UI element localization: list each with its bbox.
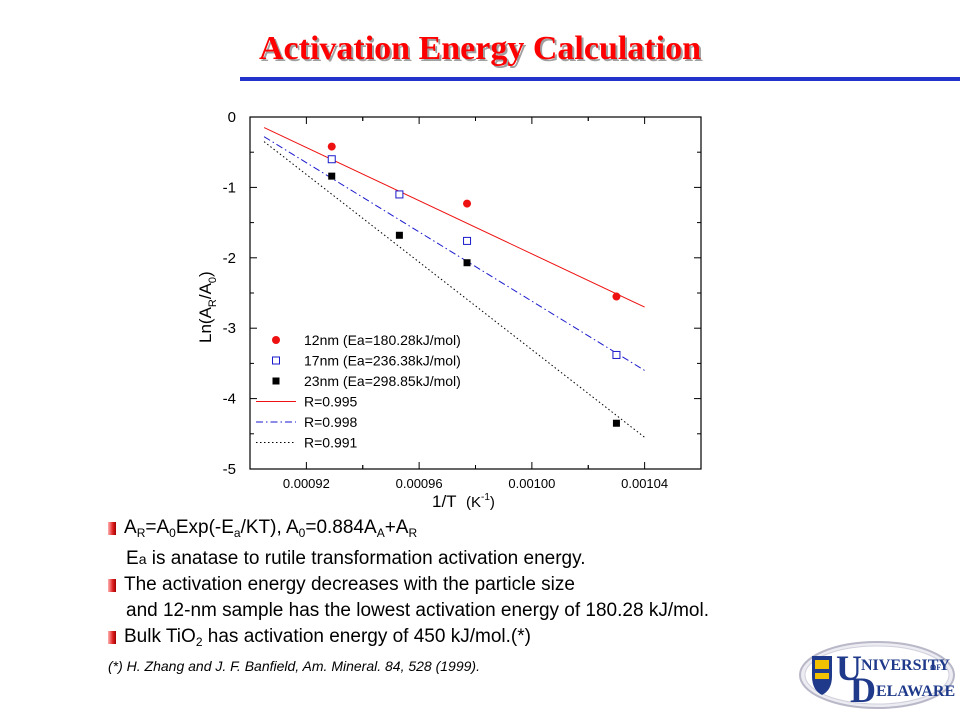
legend-label: 17nm (Ea=236.38kJ/mol) <box>304 353 461 369</box>
logo-of: OF <box>930 663 941 672</box>
logo-bottom-word: ELAWARE <box>876 683 955 700</box>
data-point <box>612 292 621 301</box>
legend-fit-label: R=0.995 <box>304 394 358 410</box>
x-axis-unit-exp: -1 <box>481 492 490 503</box>
legend: 12nm (Ea=180.28kJ/mol) 17nm (Ea=236.38kJ/… <box>256 332 461 451</box>
legend-marker <box>272 336 280 344</box>
bullet-list: AR=A0Exp(-Ea/KT), A0=0.884AA+AR Ea is an… <box>108 515 908 655</box>
activation-energy-chart: 0.00092 0.00096 0.00100 0.001040-1-2-3-4-5 … <box>196 109 702 511</box>
axis-ticks: 0.00092 0.00096 0.00100 0.00104 0 -1 -2 -3 -4 -5 <box>223 109 701 491</box>
x-tick-label: 0.00092 <box>283 476 330 491</box>
university-of-delaware-logo: U NIVERSITY OF D ELAWARE <box>799 641 955 710</box>
logo-top-word: NIVERSITY <box>861 657 950 674</box>
y-label-sub-r: R <box>207 299 219 307</box>
shield-icon <box>812 656 832 695</box>
y-tick-label: -5 <box>223 461 236 478</box>
legend-fit-label: R=0.991 <box>304 435 358 451</box>
bullet-1: AR=A0Exp(-Ea/KT), A0=0.884AA+AR <box>108 515 908 546</box>
y-label-part-2: /A <box>196 282 215 299</box>
data-point <box>328 172 336 180</box>
data-point <box>463 259 471 267</box>
data-point <box>395 231 403 239</box>
bullet-1-continuation: Ea is anatase to rutile transformation a… <box>126 548 586 569</box>
data-points <box>327 142 621 427</box>
x-tick-label: 0.00096 <box>396 476 443 491</box>
fit-lines <box>263 127 645 438</box>
y-tick-label: 0 <box>228 109 236 126</box>
logo-big-d: D <box>850 670 876 710</box>
fit-line-series-1 <box>263 127 645 308</box>
y-tick-label: -2 <box>223 250 236 267</box>
y-label-part-1: Ln(A <box>196 306 215 343</box>
legend-marker <box>272 356 280 365</box>
x-axis-label-main: 1/T <box>432 492 457 511</box>
y-tick-label: -4 <box>223 391 236 408</box>
data-point <box>463 199 472 208</box>
bullet-marker <box>108 631 116 644</box>
y-tick-label: -1 <box>223 179 236 196</box>
data-point <box>327 155 336 164</box>
data-point <box>327 142 336 151</box>
y-label-part-3: ) <box>196 271 215 277</box>
data-point <box>612 419 620 427</box>
fit-line-series-2 <box>263 136 645 371</box>
data-point <box>612 350 621 359</box>
x-axis-unit-close: ) <box>490 494 495 511</box>
data-point <box>463 236 472 245</box>
bullet-marker <box>108 522 116 535</box>
y-label-sub-0: 0 <box>207 277 219 283</box>
legend-fit-label: R=0.998 <box>304 414 358 430</box>
legend-label: 12nm (Ea=180.28kJ/mol) <box>304 332 461 348</box>
fit-line-series-3 <box>263 141 645 438</box>
y-axis-label: Ln(AR/A0) <box>196 271 219 343</box>
reference-note: (*) H. Zhang and J. F. Banfield, Am. Min… <box>108 658 480 674</box>
legend-marker <box>272 377 280 385</box>
x-axis-unit-open: (K <box>466 494 481 511</box>
bullet-2: The activation energy decreases with the… <box>108 572 908 598</box>
title-underline <box>240 77 960 81</box>
x-tick-label: 0.00100 <box>508 476 555 491</box>
x-axis-label-unit: (K-1) <box>466 492 495 511</box>
bullet-2-continuation: and 12-nm sample has the lowest activati… <box>126 600 709 621</box>
logo-big-u: U <box>836 648 862 688</box>
legend-label: 23nm (Ea=298.85kJ/mol) <box>304 373 461 389</box>
x-tick-label: 0.00104 <box>621 476 668 491</box>
y-tick-label: -3 <box>223 320 236 337</box>
bullet-marker <box>108 579 116 592</box>
data-point <box>395 190 404 199</box>
bullet-3: Bulk TiO2 has activation energy of 450 k… <box>108 624 908 655</box>
slide-title: Activation Energy Calculation <box>259 30 701 67</box>
